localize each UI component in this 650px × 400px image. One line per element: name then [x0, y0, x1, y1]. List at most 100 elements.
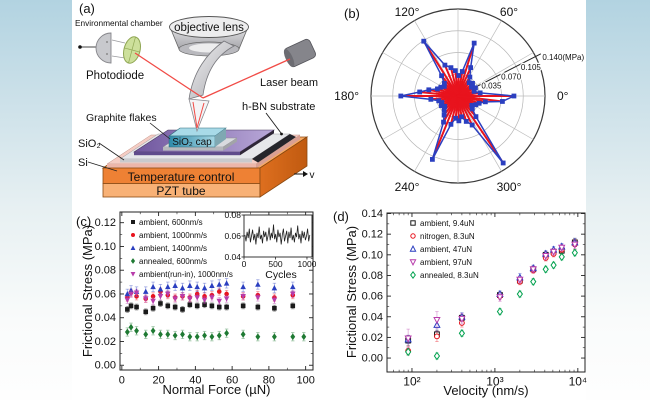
graphite-flake-plate-right [223, 138, 237, 151]
si-leader-line [87, 161, 118, 172]
data-point [405, 347, 412, 357]
legend-marker [130, 245, 136, 250]
data-point [290, 333, 296, 341]
pzt-right-face [259, 136, 308, 198]
data-point [194, 295, 200, 301]
data-point [150, 283, 156, 290]
polar-data-point [442, 62, 448, 68]
data-point [516, 289, 524, 299]
y-tick-label: 0.02 [95, 336, 116, 348]
data-point [194, 291, 200, 297]
data-point [128, 291, 134, 297]
inset-x-tick-label: 1000 [298, 259, 317, 269]
data-point [571, 248, 578, 258]
hbn-substrate-label: h-BN substrate [242, 101, 315, 113]
polar-red-ray [457, 95, 504, 103]
polar-data-point [473, 102, 479, 108]
data-point [128, 323, 134, 331]
data-point [125, 307, 130, 312]
gray-plate-front [120, 159, 252, 163]
x-axis-title: Normal Force (µN) [163, 382, 271, 397]
series-nitrogen-8-3un [405, 238, 578, 356]
polar-data-point [429, 156, 435, 162]
data-point [530, 277, 537, 286]
data-point [290, 291, 296, 297]
polar-red-ray [431, 95, 459, 161]
data-point [128, 303, 134, 309]
photodiode-icon [78, 32, 141, 64]
data-point [179, 285, 186, 291]
data-point [240, 303, 246, 309]
polar-data-point [456, 73, 462, 78]
legend-label: annealed, 600nm/s [139, 257, 207, 266]
cantilever-icon [188, 40, 235, 133]
data-point [172, 282, 178, 288]
polar-data-point [441, 119, 446, 125]
legend-marker [410, 220, 416, 226]
data-point [194, 283, 200, 290]
x-tick-label: 60 [226, 375, 238, 387]
data-point [224, 291, 229, 297]
data-point [194, 303, 200, 309]
sio2-cap-label: SiO₂ cap [172, 137, 212, 148]
hbn-plate-front [134, 152, 240, 156]
polar-data-point [469, 106, 475, 112]
polar-data-point [477, 90, 483, 96]
x-tick-label: 20 [152, 375, 164, 387]
inset-x-tick-label: 500 [268, 259, 282, 269]
data-point [134, 294, 139, 299]
data-point [202, 294, 207, 299]
legend-marker [410, 270, 416, 280]
data-point [150, 294, 156, 299]
y-tick-label: 0.14 [362, 208, 383, 220]
inset-trace [244, 224, 311, 245]
data-point [209, 282, 215, 288]
series-ambient-run-in-1000nm-s [124, 288, 296, 306]
data-point [157, 294, 164, 300]
data-point [255, 304, 261, 310]
sio2-layer-label: SiO₂ [78, 138, 101, 150]
polar-data-point [439, 100, 445, 105]
environmental-chamber-label: Environmental chamber [75, 18, 163, 28]
data-point [133, 290, 140, 296]
polar-data-point [441, 107, 447, 113]
polar-r-tick-label: 0.140(MPa) [542, 53, 584, 62]
polar-data-point [469, 102, 475, 108]
data-point [157, 286, 164, 292]
hbn-plate-right [240, 130, 274, 156]
sample-stage: Temperature control PZT tube [101, 127, 309, 198]
data-point [216, 281, 223, 287]
legend-marker [410, 233, 416, 239]
polar-r-tick-label: 0.070 [501, 72, 522, 81]
data-point [558, 244, 566, 252]
polar-data-point [453, 115, 459, 121]
data-point [209, 303, 215, 309]
hbn-leader-line [265, 112, 282, 134]
data-point [223, 296, 230, 302]
polar-data-point [469, 122, 475, 128]
polar-angle-tick-label: 240° [395, 180, 420, 194]
y-tick-label: 0.08 [95, 265, 116, 277]
data-point [301, 333, 307, 341]
data-point [271, 297, 278, 303]
series-annealed-8-3un [405, 248, 578, 361]
polar-data-point [466, 80, 472, 86]
objective-lens-icon: objective lens [169, 16, 249, 57]
laser-source-icon [283, 38, 316, 68]
polar-data-point [421, 38, 427, 44]
objective-lens-label: objective lens [174, 22, 244, 34]
data-point [290, 303, 296, 309]
data-point [496, 294, 504, 302]
polar-data-point [482, 99, 488, 105]
legend-label: annealed, 8.3uN [420, 271, 479, 280]
data-point [271, 333, 277, 341]
figure-paper [72, 0, 586, 400]
x-tick-label: 0 [119, 375, 125, 387]
polar-data-point [471, 88, 477, 94]
data-point [142, 288, 149, 294]
polar-data-point [398, 93, 404, 99]
data-point [496, 307, 504, 316]
x-tick-label: 10⁴ [569, 375, 588, 389]
